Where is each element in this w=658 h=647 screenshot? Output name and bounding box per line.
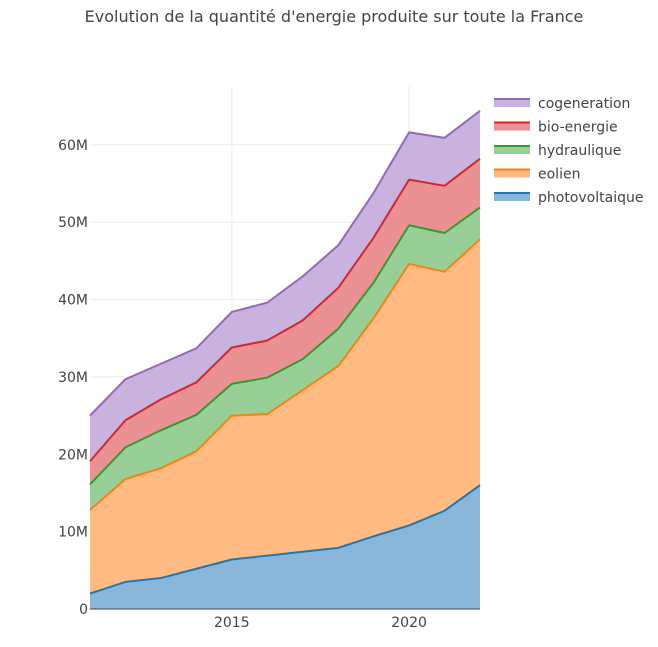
line-eolien	[89, 238, 481, 511]
y-tick-label: 10M	[58, 525, 88, 541]
x-tick-label: 2015	[214, 615, 250, 631]
area-cogeneration	[90, 110, 480, 462]
y-tick-label: 60M	[58, 138, 88, 154]
line-layer	[89, 109, 481, 595]
y-tick-label: 50M	[58, 215, 88, 231]
legend-swatch	[494, 193, 530, 201]
legend-item-photovoltaique[interactable]: photovoltaique	[494, 190, 643, 206]
line-photovoltaique	[89, 484, 481, 595]
line-cogeneration	[89, 109, 481, 417]
area-photovoltaique	[90, 485, 480, 609]
legend-item-hydraulique[interactable]: hydraulique	[494, 143, 621, 159]
x-tick-label: 2020	[391, 615, 427, 631]
line-bio-energie	[89, 157, 481, 462]
legend-swatch	[494, 99, 530, 107]
chart-title: Evolution de la quantité d'energie produ…	[84, 7, 584, 26]
legend[interactable]: cogeneration bio-energie hydraulique eolien…	[494, 96, 643, 206]
legend-swatch	[494, 146, 530, 154]
legend-item-bio-energie[interactable]: bio-energie	[494, 120, 618, 136]
area-bio-energie	[90, 158, 480, 485]
legend-item-cogeneration[interactable]: cogeneration	[494, 96, 630, 112]
y-tick-label: 0	[79, 602, 88, 618]
legend-label: cogeneration	[538, 96, 630, 112]
legend-swatch	[494, 169, 530, 178]
y-tick-label: 20M	[58, 447, 88, 463]
line-hydraulique	[89, 206, 481, 486]
y-tick-label: 40M	[58, 293, 88, 309]
area-layer	[90, 110, 480, 609]
legend-label: photovoltaique	[538, 190, 643, 206]
area-eolien	[90, 239, 480, 594]
axis-layer: 0 10M 20M 30M 40M 50M 60M 2015 2020	[58, 138, 480, 631]
y-tick-label: 30M	[58, 370, 88, 386]
legend-label: eolien	[538, 167, 580, 183]
legend-label: bio-energie	[538, 120, 618, 136]
legend-label: hydraulique	[538, 143, 621, 159]
area-hydraulique	[90, 207, 480, 510]
legend-item-eolien[interactable]: eolien	[494, 167, 580, 183]
legend-swatch	[494, 122, 530, 131]
